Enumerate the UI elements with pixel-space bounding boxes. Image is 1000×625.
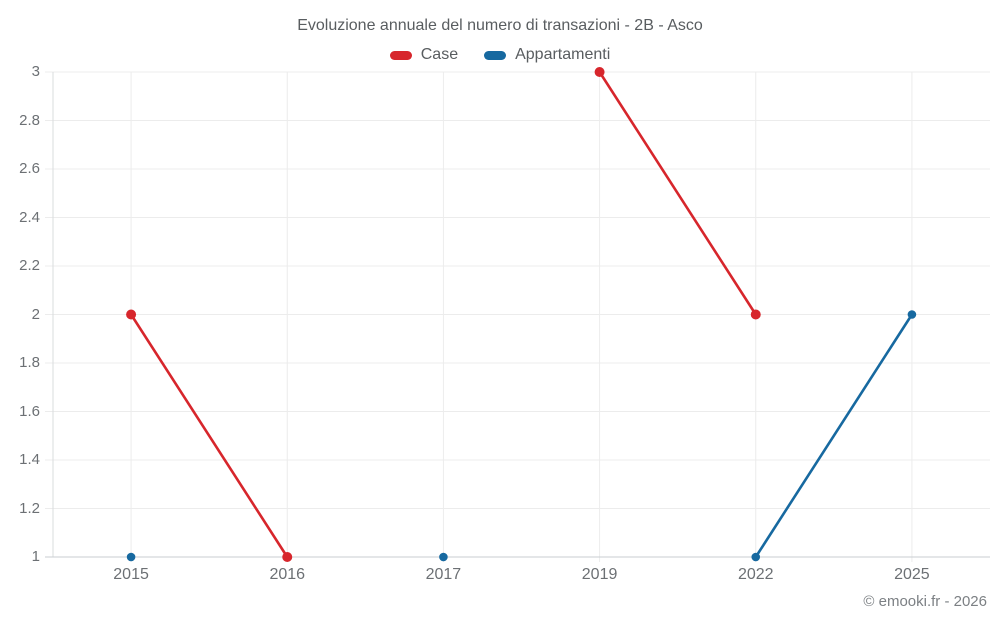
y-axis-tick-label: 2.6 bbox=[19, 160, 40, 177]
data-point-appartamenti-2025[interactable] bbox=[907, 310, 917, 319]
y-axis-tick-label: 2.4 bbox=[19, 208, 40, 226]
x-axis-tick-label: 2019 bbox=[581, 566, 618, 583]
chart-title: Evoluzione annuale del numero di transaz… bbox=[297, 17, 703, 34]
legend-label-appartamenti: Appartamenti bbox=[515, 46, 611, 63]
legend-item-case[interactable]: Case bbox=[389, 46, 459, 64]
data-point-appartamenti-2022[interactable] bbox=[751, 552, 761, 562]
series-line-case bbox=[598, 70, 758, 316]
series-line-appartamenti bbox=[754, 313, 914, 559]
y-axis-tick-label: 3 bbox=[31, 63, 40, 80]
x-axis-tick-label: 2016 bbox=[269, 566, 306, 583]
legend-swatch-case-icon bbox=[389, 50, 412, 60]
y-axis-tick-label: 1 bbox=[31, 548, 40, 565]
y-axis-tick-label: 1.6 bbox=[19, 402, 40, 420]
x-axis-tick-label: 2017 bbox=[425, 566, 462, 583]
data-point-case-2015[interactable] bbox=[126, 309, 137, 320]
data-point-case-2016[interactable] bbox=[282, 552, 293, 562]
y-axis-tick-label: 2.8 bbox=[19, 111, 40, 129]
data-point-case-2019[interactable] bbox=[594, 67, 605, 77]
legend-swatch-appartamenti-icon bbox=[484, 50, 507, 60]
y-axis-tick-label: 1.4 bbox=[19, 451, 40, 468]
y-axis-tick-label: 1.2 bbox=[19, 499, 40, 517]
copyright-footer: © emooki.fr - 2026 bbox=[863, 593, 987, 610]
series-line-case bbox=[129, 313, 289, 559]
x-axis-tick-label: 2022 bbox=[737, 566, 774, 583]
y-axis-tick-label: 1.8 bbox=[19, 354, 40, 371]
data-point-appartamenti-2015[interactable] bbox=[126, 552, 136, 562]
y-axis-tick-label: 2 bbox=[31, 305, 40, 323]
data-point-appartamenti-2017[interactable] bbox=[439, 552, 448, 562]
legend-label-case: Case bbox=[420, 46, 459, 63]
x-axis-tick-label: 2025 bbox=[894, 566, 930, 583]
legend-item-appartamenti[interactable]: Appartamenti bbox=[484, 46, 610, 64]
y-axis-tick-label: 2.2 bbox=[19, 257, 40, 274]
data-point-case-2022[interactable] bbox=[750, 309, 761, 320]
x-axis-tick-label: 2015 bbox=[113, 566, 149, 583]
chart-legend: Case Appartamenti bbox=[0, 45, 1000, 65]
